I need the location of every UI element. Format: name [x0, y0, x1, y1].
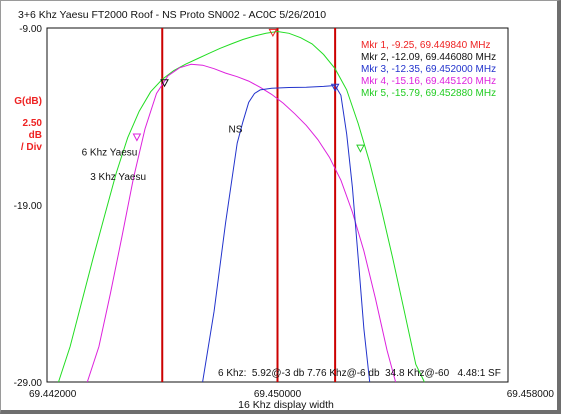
x-tick-label-2: 69.450000	[254, 389, 302, 400]
marker-glyph-1	[268, 28, 278, 37]
marker-glyph-5	[356, 144, 365, 153]
legend-entry-2: Mkr 2, -12.09, 69.446080 MHz	[361, 52, 496, 63]
plot-area: 6 Khz Yaesu 3 Khz Yaesu NS	[46, 27, 509, 383]
marker-glyph-2	[160, 79, 169, 88]
x-axis-label: 16 Khz display width	[238, 399, 334, 411]
bandwidth-summary: 6 Khz: 5.92@-3 db 7.76 Khz@-6 db 34.8 Kh…	[218, 368, 501, 379]
y-axis-label-line-1: G(dB)	[14, 96, 42, 107]
y-tick-label-2: -19.00	[14, 201, 43, 212]
y-tick-label-1: -9.00	[19, 24, 42, 35]
x-tick-label-1: 69.442000	[29, 389, 77, 400]
series-lines-group	[58, 30, 425, 383]
y-axis-label-line-3: dB	[29, 130, 42, 141]
marker-glyphs-group	[132, 28, 365, 153]
curve-annotation-2: 3 Khz Yaesu	[90, 172, 146, 183]
curve-annotation-1: 6 Khz Yaesu	[82, 147, 138, 158]
marker-glyph-3	[330, 83, 340, 92]
y-tick-label-3: -29.00	[14, 378, 43, 389]
curve-annotation-3: NS	[229, 124, 243, 135]
y-axis-label-line-2: 2.50	[23, 118, 43, 129]
legend-entry-4: Mkr 4, -15.16, 69.445120 MHz	[361, 76, 496, 87]
legend-entry-5: Mkr 5, -15.79, 69.452880 MHz	[361, 88, 496, 99]
y-axis-label: G(dB) 2.50 dB / Div	[14, 96, 42, 153]
series-line-1	[58, 30, 425, 383]
legend-entry-3: Mkr 3, -12.35, 69.452000 MHz	[361, 64, 496, 75]
series-line-2	[86, 63, 397, 383]
y-axis-label-line-4: / Div	[21, 142, 43, 153]
annotations-group: 6 Khz Yaesu 3 Khz Yaesu NS	[82, 124, 243, 183]
x-axis-ticks: 69.442000 69.450000 69.458000	[29, 389, 554, 400]
y-axis-ticks: -9.00 -19.00 -29.00	[14, 24, 43, 389]
legend-entry-1: Mkr 1, -9.25, 69.449840 MHz	[361, 40, 491, 51]
marker-glyph-4	[132, 133, 142, 142]
series-line-3	[202, 84, 371, 383]
chart-title: 3+6 Khz Yaesu FT2000 Roof - NS Proto SN0…	[18, 9, 326, 21]
vertical-lines-group	[161, 28, 337, 382]
x-tick-label-3: 69.458000	[507, 389, 555, 400]
